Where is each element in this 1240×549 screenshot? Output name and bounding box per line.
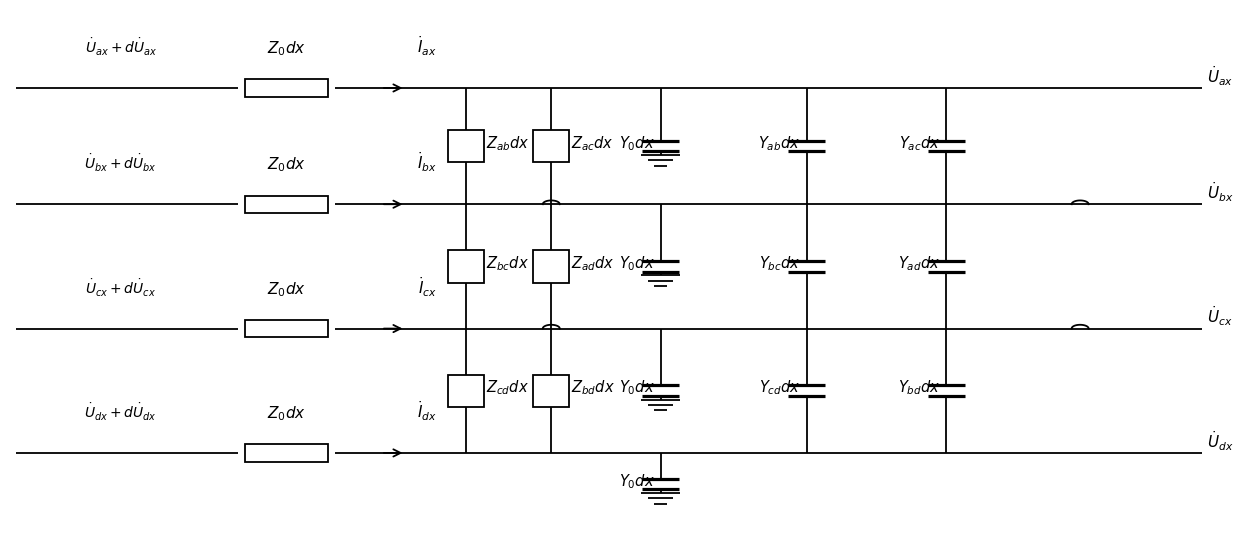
Bar (448, 130, 485, 163)
Text: $\dot{U}_{cx}+d\dot{U}_{cx}$: $\dot{U}_{cx}+d\dot{U}_{cx}$ (86, 278, 156, 299)
Text: $\dot{I}_{dx}$: $\dot{I}_{dx}$ (418, 400, 438, 423)
Text: $Y_0dx$: $Y_0dx$ (619, 472, 655, 491)
Bar (244, 320, 327, 337)
Bar (533, 250, 569, 283)
Text: $\dot{U}_{bx}+d\dot{U}_{bx}$: $\dot{U}_{bx}+d\dot{U}_{bx}$ (84, 153, 157, 175)
Text: $Z_0dx$: $Z_0dx$ (267, 40, 305, 58)
Bar (448, 374, 485, 407)
Text: $Y_{cd}dx$: $Y_{cd}dx$ (759, 379, 801, 397)
Text: $\dot{U}_{ax}+d\dot{U}_{ax}$: $\dot{U}_{ax}+d\dot{U}_{ax}$ (84, 37, 157, 58)
Text: $Y_{ac}dx$: $Y_{ac}dx$ (899, 134, 940, 153)
Text: $Z_0dx$: $Z_0dx$ (267, 405, 305, 423)
Text: $Y_{bd}dx$: $Y_{bd}dx$ (898, 379, 940, 397)
Text: $\dot{U}_{cx}$: $\dot{U}_{cx}$ (1207, 305, 1233, 328)
Text: $\dot{I}_{bx}$: $\dot{I}_{bx}$ (418, 151, 438, 175)
Bar (533, 130, 569, 163)
Text: $Z_{ac}dx$: $Z_{ac}dx$ (570, 134, 614, 153)
Text: $\dot{I}_{ax}$: $\dot{I}_{ax}$ (418, 35, 436, 58)
Text: $Z_{bc}dx$: $Z_{bc}dx$ (486, 254, 528, 273)
Text: $\dot{I}_{cx}$: $\dot{I}_{cx}$ (418, 275, 436, 299)
Text: $Y_{ad}dx$: $Y_{ad}dx$ (898, 254, 940, 273)
Text: $Z_{cd}dx$: $Z_{cd}dx$ (486, 379, 528, 397)
Text: $Y_{ab}dx$: $Y_{ab}dx$ (759, 134, 801, 153)
Bar (244, 195, 327, 213)
Text: $Y_0dx$: $Y_0dx$ (619, 379, 655, 397)
Text: $Y_0dx$: $Y_0dx$ (619, 254, 655, 273)
Bar (448, 250, 485, 283)
Text: $Y_0dx$: $Y_0dx$ (619, 134, 655, 153)
Text: $\dot{U}_{bx}$: $\dot{U}_{bx}$ (1207, 181, 1233, 204)
Text: $\dot{U}_{dx}+d\dot{U}_{dx}$: $\dot{U}_{dx}+d\dot{U}_{dx}$ (84, 402, 157, 423)
Text: $Y_{bc}dx$: $Y_{bc}dx$ (759, 254, 801, 273)
Text: $Z_{ab}dx$: $Z_{ab}dx$ (486, 134, 529, 153)
Bar (533, 374, 569, 407)
Text: $Z_{ad}dx$: $Z_{ad}dx$ (570, 254, 614, 273)
Text: $Z_0dx$: $Z_0dx$ (267, 156, 305, 175)
Text: $Z_0dx$: $Z_0dx$ (267, 280, 305, 299)
Text: $Z_{bd}dx$: $Z_{bd}dx$ (570, 379, 615, 397)
Bar (244, 79, 327, 97)
Text: $\dot{U}_{ax}$: $\dot{U}_{ax}$ (1207, 64, 1233, 88)
Bar (244, 444, 327, 462)
Text: $\dot{U}_{dx}$: $\dot{U}_{dx}$ (1207, 429, 1233, 453)
